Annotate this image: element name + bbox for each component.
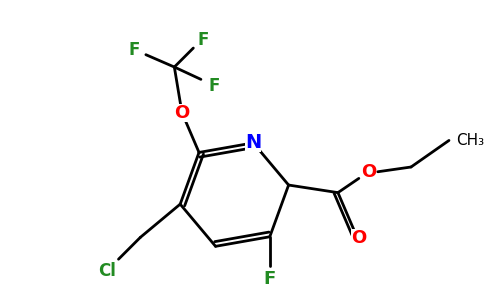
Text: Cl: Cl xyxy=(98,262,116,280)
Text: F: F xyxy=(197,32,209,50)
Text: O: O xyxy=(361,163,376,181)
Text: CH₃: CH₃ xyxy=(456,133,484,148)
Text: F: F xyxy=(264,271,276,289)
Text: O: O xyxy=(174,103,190,122)
Text: F: F xyxy=(129,41,140,59)
Text: O: O xyxy=(351,229,366,247)
Text: N: N xyxy=(245,134,261,152)
Text: F: F xyxy=(209,77,220,95)
